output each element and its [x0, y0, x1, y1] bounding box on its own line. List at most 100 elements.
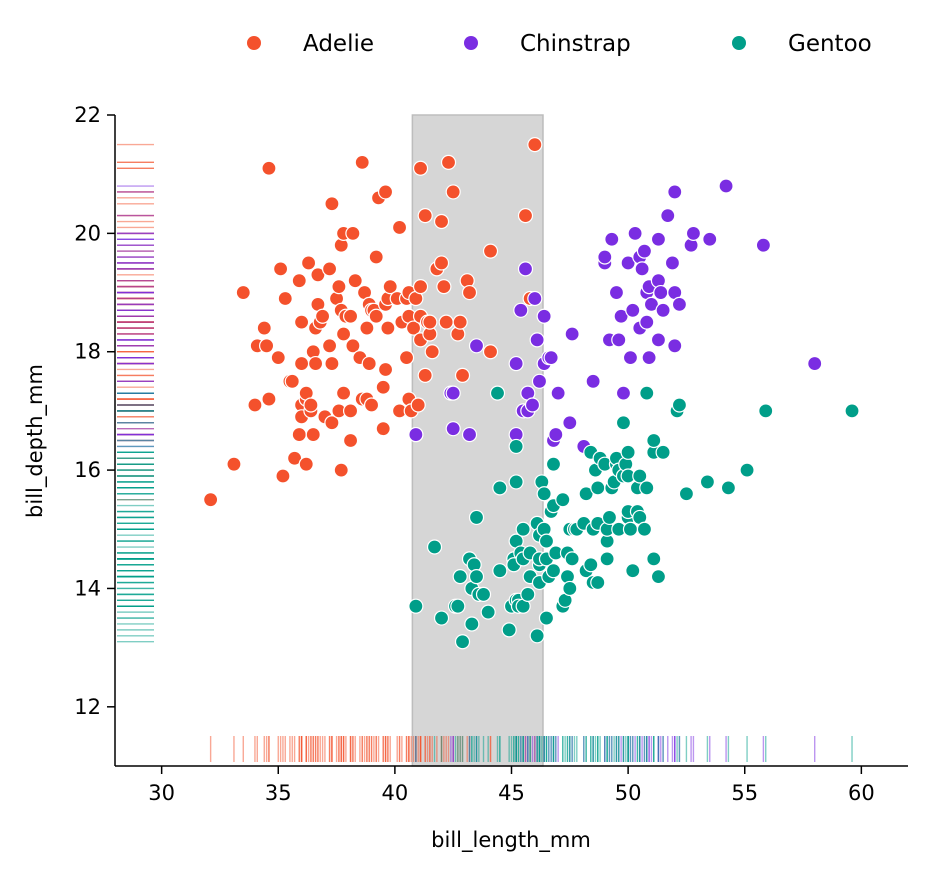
point-gentoo	[508, 438, 524, 455]
point-adelie	[424, 344, 440, 360]
point-adelie	[368, 308, 384, 324]
point-adelie	[335, 385, 352, 401]
point-chinstrap	[585, 373, 601, 389]
point-gentoo	[515, 521, 531, 537]
point-adelie	[342, 403, 359, 419]
point-adelie	[377, 361, 394, 378]
point-chinstrap	[608, 284, 625, 301]
point-adelie	[272, 261, 289, 277]
legend-item-gentoo: Gentoo	[732, 31, 872, 57]
y-tick-label: 14	[74, 576, 101, 600]
point-gentoo	[599, 551, 615, 567]
point-adelie	[363, 397, 380, 413]
point-chinstrap	[667, 338, 683, 354]
point-adelie	[375, 421, 391, 437]
point-adelie	[482, 344, 499, 360]
x-rug-layer	[209, 736, 853, 762]
legend-item-chinstrap: Chinstrap	[464, 31, 631, 57]
y-axis-title: bill_depth_mm	[23, 364, 48, 518]
point-gentoo	[625, 563, 641, 579]
point-gentoo	[464, 616, 480, 632]
point-adelie	[324, 415, 340, 431]
point-gentoo	[699, 474, 716, 490]
point-adelie	[259, 338, 275, 354]
point-gentoo	[408, 598, 424, 614]
point-adelie	[321, 261, 338, 277]
point-adelie	[391, 219, 408, 236]
y-tick-label: 12	[74, 695, 101, 719]
point-gentoo	[536, 486, 552, 502]
point-adelie	[345, 338, 361, 354]
point-adelie	[417, 208, 433, 224]
point-adelie	[377, 184, 394, 200]
y-tick-label: 22	[74, 103, 101, 127]
point-chinstrap	[650, 231, 667, 247]
point-adelie	[461, 284, 478, 301]
point-chinstrap	[611, 332, 627, 348]
point-adelie	[433, 213, 450, 230]
point-chinstrap	[445, 421, 461, 437]
point-chinstrap	[548, 426, 564, 443]
legend-marker	[464, 36, 478, 50]
point-chinstrap	[597, 249, 613, 265]
point-adelie	[275, 468, 291, 484]
point-adelie	[410, 397, 426, 413]
point-gentoo	[454, 634, 471, 650]
point-gentoo	[646, 432, 662, 449]
point-adelie	[277, 290, 293, 307]
point-chinstrap	[634, 261, 650, 277]
point-adelie	[321, 338, 338, 354]
point-adelie	[235, 284, 251, 301]
point-gentoo	[538, 533, 555, 549]
point-chinstrap	[718, 178, 734, 194]
point-adelie	[291, 273, 307, 289]
x-tick-label: 45	[498, 781, 525, 805]
point-adelie	[445, 184, 461, 200]
x-tick-label: 55	[731, 781, 758, 805]
point-adelie	[527, 136, 543, 153]
point-gentoo	[620, 444, 636, 460]
point-gentoo	[590, 480, 606, 496]
point-gentoo	[555, 492, 571, 508]
point-chinstrap	[527, 290, 543, 307]
point-adelie	[347, 273, 363, 289]
point-chinstrap	[445, 385, 461, 401]
point-gentoo	[636, 521, 653, 537]
point-gentoo	[508, 474, 524, 490]
point-adelie	[380, 320, 396, 336]
point-adelie	[382, 279, 398, 295]
point-adelie	[291, 426, 307, 443]
x-axis-title: bill_length_mm	[431, 828, 591, 853]
point-adelie	[452, 314, 468, 330]
point-chinstrap	[524, 397, 541, 413]
point-adelie	[270, 350, 286, 366]
point-adelie	[517, 208, 534, 224]
point-chinstrap	[625, 302, 641, 318]
point-adelie	[324, 355, 340, 372]
point-adelie	[247, 397, 263, 413]
point-gentoo	[489, 385, 506, 401]
point-adelie	[361, 355, 377, 372]
point-gentoo	[639, 480, 655, 496]
point-adelie	[303, 397, 319, 413]
legend: Adelie Chinstrap Gentoo	[247, 31, 872, 57]
point-chinstrap	[517, 261, 534, 277]
point-adelie	[307, 355, 324, 372]
point-gentoo	[492, 563, 508, 579]
point-gentoo	[639, 385, 655, 401]
point-adelie	[256, 320, 272, 336]
point-chinstrap	[639, 314, 655, 330]
point-adelie	[331, 279, 347, 295]
point-chinstrap	[627, 225, 643, 241]
point-gentoo	[520, 586, 536, 602]
point-adelie	[375, 379, 391, 395]
point-chinstrap	[468, 338, 485, 354]
point-gentoo	[615, 415, 632, 431]
point-gentoo	[452, 569, 468, 585]
point-adelie	[412, 279, 429, 295]
point-chinstrap	[660, 208, 676, 224]
point-gentoo	[450, 598, 466, 614]
point-adelie	[398, 350, 415, 366]
point-adelie	[342, 432, 359, 449]
point-chinstrap	[664, 255, 681, 271]
